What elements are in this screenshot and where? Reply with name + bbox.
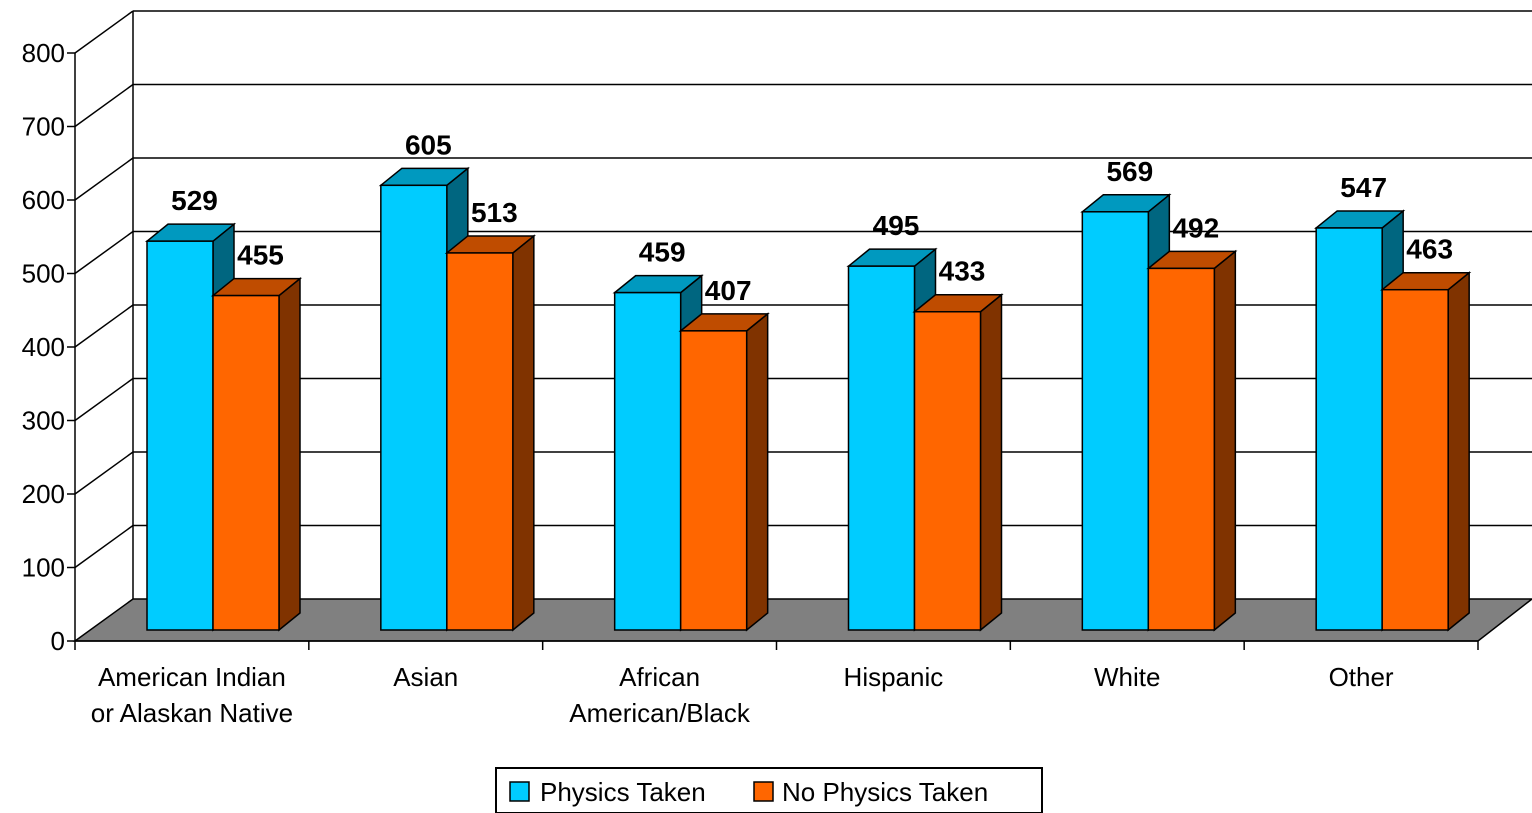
y-tick-label: 700 [22, 112, 65, 142]
legend-label: Physics Taken [540, 777, 706, 807]
y-tick-label: 500 [22, 259, 65, 289]
side-wall-gridline [74, 451, 134, 495]
x-category-label: Other [1329, 662, 1394, 692]
bar-front-face [446, 252, 514, 631]
y-tick-label: 600 [22, 185, 65, 215]
x-category-label: Asian [393, 662, 458, 692]
legend-swatch [753, 781, 774, 802]
bar-side-face [278, 277, 301, 632]
legend-label: No Physics Taken [782, 777, 988, 807]
side-wall-gridline [74, 377, 134, 422]
data-label: 463 [1406, 234, 1453, 265]
data-label: 407 [705, 275, 752, 306]
chart-axes: 0 100 200 300 400 500 600 700 800 American Indian… [22, 38, 1479, 728]
bar-side-face [745, 312, 769, 632]
bar-no-physics-taken [912, 293, 1004, 632]
data-label: 605 [405, 129, 452, 160]
legend-swatch [509, 781, 530, 802]
bar-front-face [1315, 227, 1383, 631]
bar-side-face [512, 234, 535, 632]
data-label: 529 [171, 185, 218, 216]
data-label: 492 [1172, 212, 1219, 243]
data-label: 569 [1106, 156, 1153, 187]
bar-front-face [847, 265, 916, 631]
bar-side-face [1213, 249, 1237, 632]
bar-no-physics-taken [678, 312, 770, 632]
x-category-label: Hispanic [844, 662, 944, 692]
bar-front-face [913, 310, 982, 631]
bar-no-physics-taken [1380, 271, 1472, 632]
x-category-label: or Alaskan Native [91, 698, 293, 728]
x-category-label: African [619, 662, 700, 692]
side-wall-gridline [74, 230, 134, 275]
bar-no-physics-taken [210, 277, 303, 632]
bar-front-face [146, 240, 214, 631]
bar-no-physics-taken [444, 234, 536, 632]
bar-front-face [1381, 288, 1449, 631]
side-wall-gridline [74, 157, 134, 201]
bar-front-face [1147, 267, 1216, 631]
y-tick-label: 0 [51, 626, 65, 656]
side-wall-gridline [74, 524, 134, 569]
data-label: 495 [873, 210, 920, 241]
y-tick-label: 200 [22, 479, 65, 509]
side-wall-gridline [74, 304, 134, 348]
bar-side-face [1447, 271, 1470, 632]
data-labels-group: 529 455 605 513 459 407 495 433 569 492 547 463 [171, 129, 1453, 306]
bar-front-face [1081, 211, 1150, 631]
y-tick-label: 400 [22, 332, 65, 362]
side-wall-gridline [74, 83, 134, 128]
bar-front-face [679, 330, 748, 631]
y-tick-label: 300 [22, 406, 65, 436]
data-label: 433 [939, 256, 986, 287]
bar-front-face [212, 294, 280, 631]
data-label: 547 [1340, 172, 1387, 203]
data-label: 459 [639, 237, 686, 268]
x-category-label: White [1094, 662, 1160, 692]
chart-legend: Physics Taken No Physics Taken [495, 767, 1043, 813]
bar-no-physics-taken [1146, 249, 1238, 632]
y-tick-label: 800 [22, 38, 65, 68]
data-label: 513 [471, 197, 518, 228]
data-label: 455 [237, 240, 284, 271]
bar-front-face [613, 291, 682, 631]
chart-back-wall [74, 10, 1532, 599]
side-wall-gridline [74, 10, 134, 54]
x-category-label: American Indian [98, 662, 286, 692]
y-tick-label: 100 [22, 553, 65, 583]
bar-side-face [979, 293, 1003, 632]
bar-series-group [144, 166, 1472, 632]
bar-front-face [380, 184, 448, 631]
x-category-label: American/Black [569, 698, 751, 728]
